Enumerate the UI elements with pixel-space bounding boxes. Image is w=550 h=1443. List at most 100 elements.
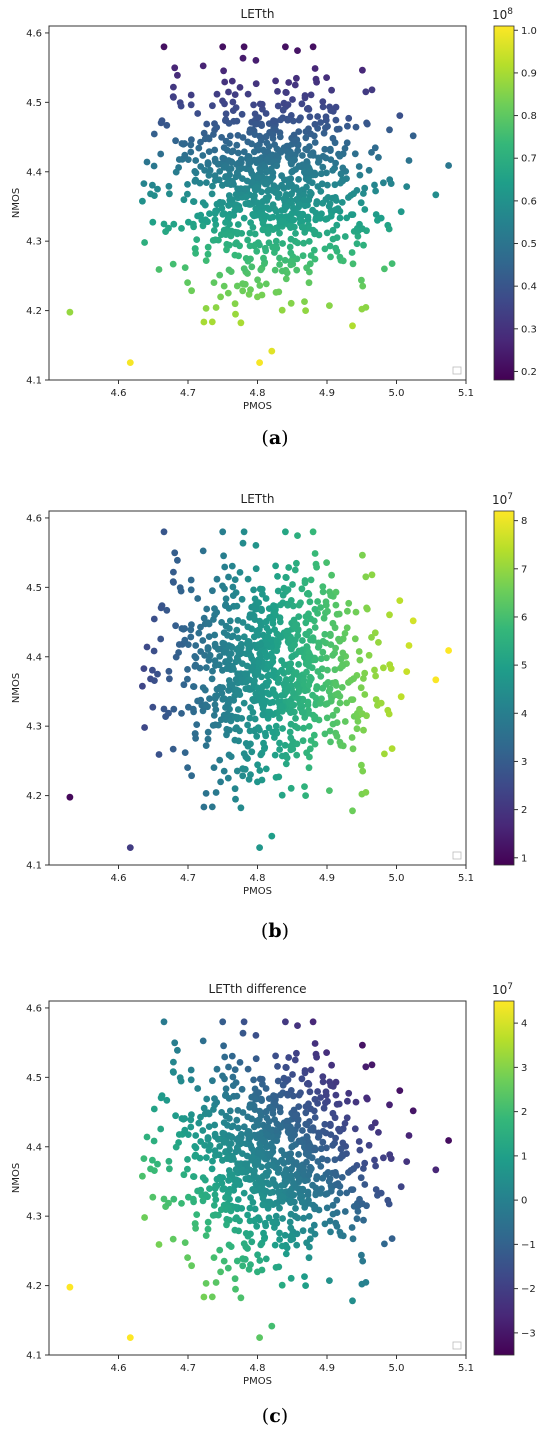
data-point: [334, 1180, 342, 1187]
data-point: [328, 571, 335, 579]
data-point: [307, 1227, 315, 1234]
data-point: [337, 1145, 345, 1153]
data-point: [187, 576, 195, 584]
data-point: [194, 1085, 202, 1092]
data-point: [242, 685, 250, 693]
data-point: [269, 654, 277, 662]
data-point: [269, 169, 277, 177]
data-point: [170, 1195, 178, 1203]
data-point: [326, 302, 333, 309]
data-point: [291, 566, 299, 574]
data-point: [233, 690, 241, 698]
data-point: [202, 216, 210, 224]
data-point: [209, 102, 216, 110]
y-axis-label: NMOS: [11, 188, 22, 218]
data-point: [284, 586, 292, 594]
data-point: [266, 699, 274, 707]
data-point: [170, 83, 177, 91]
data-point: [244, 138, 252, 146]
data-point: [296, 1138, 304, 1145]
data-point: [240, 1018, 248, 1026]
data-point: [289, 96, 296, 103]
data-point: [311, 624, 319, 631]
data-point: [210, 131, 217, 138]
data-point: [220, 1185, 228, 1192]
data-point: [362, 1063, 370, 1071]
data-points: [66, 528, 452, 851]
data-point: [289, 216, 297, 223]
data-point: [272, 1212, 280, 1220]
data-point: [262, 765, 270, 773]
data-point: [332, 644, 339, 652]
data-point: [272, 562, 279, 570]
data-point: [312, 209, 320, 217]
data-point: [293, 681, 301, 688]
data-point: [244, 623, 252, 631]
y-tick-label: 4.3: [26, 237, 42, 248]
colorbar-tick-label: 3: [521, 1063, 527, 1074]
data-point: [375, 154, 382, 161]
data-point: [302, 307, 309, 314]
data-point: [210, 1202, 218, 1209]
chart-title: LETth: [241, 492, 275, 506]
data-point: [160, 220, 168, 228]
data-point: [211, 146, 219, 154]
data-point: [335, 1100, 343, 1108]
data-point: [204, 735, 212, 743]
data-point: [285, 564, 293, 571]
data-point: [181, 749, 189, 756]
data-point: [287, 175, 295, 183]
data-point: [362, 789, 370, 796]
data-point: [250, 1217, 258, 1225]
data-point: [329, 652, 337, 659]
data-point: [322, 1088, 330, 1096]
data-point: [208, 190, 216, 198]
x-tick-label: 4.8: [250, 1363, 266, 1374]
data-point: [320, 129, 328, 137]
data-point: [276, 1204, 283, 1212]
data-point: [300, 1166, 308, 1174]
data-point: [335, 610, 343, 618]
data-point: [322, 113, 330, 121]
data-point: [332, 682, 340, 689]
data-point: [254, 631, 262, 639]
data-point: [295, 128, 303, 136]
data-point: [315, 642, 323, 650]
data-point: [246, 1204, 254, 1212]
data-point: [204, 1218, 212, 1226]
data-point: [226, 1107, 234, 1115]
data-point: [329, 1201, 337, 1209]
data-point: [221, 78, 229, 86]
data-point: [154, 670, 161, 678]
data-point: [286, 243, 294, 251]
data-point: [193, 1211, 201, 1218]
data-point: [362, 304, 370, 311]
data-point: [377, 1189, 385, 1197]
data-point: [187, 101, 195, 109]
data-point: [320, 1104, 328, 1112]
data-point: [432, 1166, 440, 1174]
data-point: [178, 225, 185, 232]
data-point: [305, 1199, 313, 1207]
data-point: [213, 685, 221, 693]
data-point: [294, 532, 301, 539]
y-tick-label: 4.5: [26, 98, 42, 109]
data-point: [305, 654, 312, 661]
data-point: [319, 1078, 327, 1086]
data-point: [222, 595, 230, 603]
data-point: [332, 116, 340, 124]
colorbar-tick-label: 6: [521, 612, 527, 623]
data-point: [151, 192, 158, 200]
y-tick-label: 4.5: [26, 1073, 42, 1084]
colorbar: [493, 1000, 515, 1356]
data-point: [343, 624, 351, 632]
data-point: [256, 641, 264, 648]
data-point: [381, 1240, 388, 1248]
data-point: [291, 1056, 299, 1064]
data-point: [360, 241, 367, 249]
data-point: [187, 141, 195, 149]
data-point: [305, 681, 313, 689]
data-point: [177, 587, 185, 595]
data-point: [254, 669, 262, 677]
data-point: [204, 1225, 212, 1233]
